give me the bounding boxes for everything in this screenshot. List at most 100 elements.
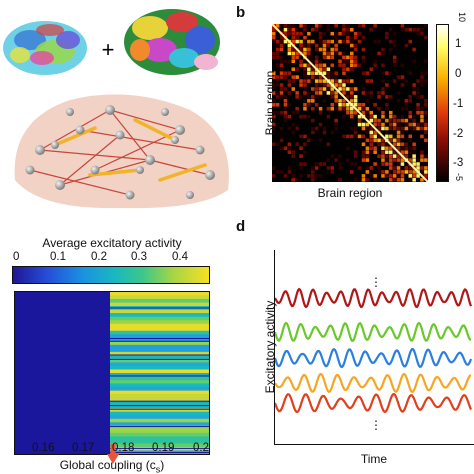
tractography-brain-image xyxy=(3,21,87,75)
matrix-cell xyxy=(412,83,416,87)
matrix-cell xyxy=(287,126,292,131)
matrix-cell xyxy=(424,138,428,143)
matrix-cell xyxy=(350,95,354,99)
matrix-cell xyxy=(389,27,393,32)
matrix-cell xyxy=(412,158,416,162)
matrix-cell xyxy=(291,87,296,91)
matrix-cell xyxy=(353,178,358,182)
heatmap-row xyxy=(110,390,209,395)
heatmap-row xyxy=(110,341,209,346)
matrix-cell xyxy=(287,142,292,147)
matrix-cell xyxy=(295,39,299,44)
matrix-cell xyxy=(353,134,358,139)
matrix-cell xyxy=(291,67,296,72)
matrix-cell xyxy=(275,24,280,28)
matrix-cell xyxy=(283,95,288,99)
matrix-cell xyxy=(385,134,389,139)
matrix-cell xyxy=(338,178,342,182)
matrix-cell xyxy=(424,71,428,75)
matrix-cell xyxy=(400,83,405,87)
matrix-cell xyxy=(416,158,420,162)
matrix-cell xyxy=(283,75,288,79)
matrix-cell xyxy=(303,51,307,56)
matrix-cell xyxy=(385,146,389,151)
matrix-cell xyxy=(272,114,276,119)
matrix-cell xyxy=(311,71,315,75)
matrix-cell xyxy=(412,150,416,154)
matrix-cell xyxy=(318,87,323,91)
matrix-cell xyxy=(303,71,307,75)
matrix-cell xyxy=(424,110,428,115)
matrix-cell xyxy=(346,67,350,72)
matrix-cell xyxy=(392,126,397,131)
matrix-cell xyxy=(299,63,303,68)
matrix-cell xyxy=(392,142,397,147)
matrix-cell xyxy=(283,99,288,103)
matrix-cell xyxy=(350,51,354,56)
matrix-cell xyxy=(373,162,377,166)
matrix-cell xyxy=(314,91,319,95)
matrix-cell xyxy=(412,170,416,174)
matrix-cell xyxy=(291,35,296,40)
matrix-cell xyxy=(303,24,307,28)
matrix-cell xyxy=(369,95,374,99)
matrix-cell xyxy=(307,95,311,99)
matrix-cell xyxy=(272,99,276,103)
matrix-cell xyxy=(373,174,377,178)
matrix-cell xyxy=(291,110,296,115)
heatmap-colorbar-tick-0-2: 0.2 xyxy=(91,251,107,263)
matrix-cell xyxy=(381,51,385,56)
matrix-colorbar-tick-0: 0 xyxy=(455,68,462,80)
matrix-cell xyxy=(412,118,416,123)
matrix-cell xyxy=(334,47,338,52)
heatmap-colorbar-tick-0-3: 0.3 xyxy=(131,251,147,263)
heatmap-row xyxy=(110,439,209,444)
matrix-cell xyxy=(377,122,381,127)
matrix-cell xyxy=(361,71,366,75)
matrix-cell xyxy=(400,63,405,68)
heatmap-row xyxy=(110,429,209,434)
matrix-cell xyxy=(330,154,335,158)
matrix-cell xyxy=(330,170,335,174)
matrix-cell xyxy=(287,150,292,154)
matrix-cell xyxy=(365,130,370,135)
matrix-cell xyxy=(272,35,276,40)
matrix-cell xyxy=(314,71,319,75)
matrix-cell xyxy=(283,24,288,28)
matrix-cell xyxy=(404,103,409,107)
matrix-cell xyxy=(353,126,358,131)
matrix-cell xyxy=(392,150,397,154)
matrix-cell xyxy=(314,166,319,170)
matrix-cell xyxy=(342,87,346,91)
matrix-cell xyxy=(392,55,397,60)
matrix-cell xyxy=(404,150,409,154)
matrix-cell xyxy=(275,63,280,68)
matrix-cell xyxy=(291,79,296,83)
matrix-cell xyxy=(385,126,389,131)
matrix-cell xyxy=(369,110,374,115)
matrix-cell xyxy=(334,118,338,123)
matrix-colorbar-cut-bottom: -5 xyxy=(454,172,465,182)
matrix-cell xyxy=(353,59,358,64)
matrix-cell xyxy=(420,170,424,174)
matrix-cell xyxy=(377,95,381,99)
matrix-cell xyxy=(365,126,370,131)
matrix-cell xyxy=(361,174,366,178)
matrix-cell xyxy=(346,95,350,99)
matrix-cell xyxy=(353,55,358,60)
matrix-cell xyxy=(346,75,350,79)
matrix-cell xyxy=(385,154,389,158)
matrix-cell xyxy=(400,24,405,28)
matrix-cell xyxy=(303,103,307,107)
matrix-cell xyxy=(326,51,331,56)
matrix-cell xyxy=(279,75,284,79)
matrix-cell xyxy=(412,87,416,91)
matrix-cell xyxy=(322,126,327,131)
matrix-cell xyxy=(424,118,428,123)
heatmap-xlabel-main: Global coupling (c xyxy=(59,458,156,472)
matrix-cell xyxy=(350,170,354,174)
heatmap-row xyxy=(110,316,209,321)
matrix-texture xyxy=(272,24,428,182)
matrix-cell xyxy=(342,51,346,56)
heatmap-row xyxy=(110,425,209,430)
